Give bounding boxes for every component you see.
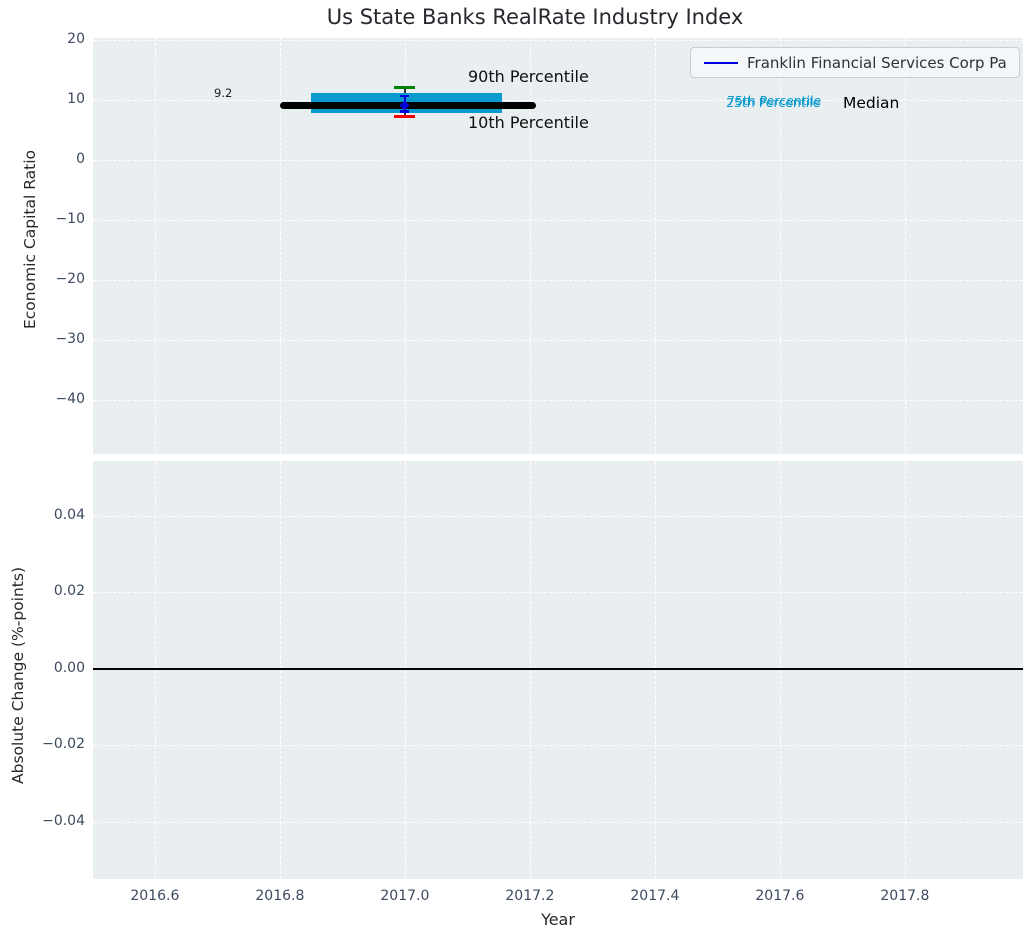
top-axes (93, 38, 1023, 454)
gridline-vertical (154, 461, 156, 879)
gridline-horizontal (93, 400, 1023, 402)
p90-cap (394, 86, 416, 90)
gridline-vertical (654, 38, 656, 454)
y-tick-label: −0.02 (42, 736, 85, 753)
x-tick-label: 2016.6 (130, 888, 180, 904)
zero-line (93, 667, 1023, 670)
gridline-vertical (404, 38, 406, 454)
chart-title: Us State Banks RealRate Industry Index (326, 5, 744, 29)
bottom-axes (93, 461, 1023, 879)
gridline-vertical (779, 38, 781, 454)
legend-line-sample (704, 61, 738, 64)
gridline-vertical (529, 461, 531, 879)
p25-label: 25th Percentile (726, 95, 821, 110)
x-axis-label: Year (541, 910, 575, 929)
gridline-horizontal (93, 160, 1023, 162)
p10-label: 10th Percentile (468, 113, 589, 132)
y-tick-label: 10 (67, 91, 85, 108)
x-tick-label: 2017.8 (880, 888, 930, 904)
y-tick-label: 0.02 (53, 583, 85, 600)
top-y-axis-label: Economic Capital Ratio (21, 150, 39, 330)
gridline-vertical (779, 461, 781, 879)
gridline-vertical (279, 461, 281, 879)
gridline-horizontal (93, 745, 1023, 747)
legend-label: Franklin Financial Services Corp Pa (747, 53, 1007, 72)
x-tick-label: 2016.8 (255, 888, 305, 904)
gridline-vertical (904, 461, 906, 879)
y-tick-label: 20 (67, 31, 85, 48)
gridline-horizontal (93, 280, 1023, 282)
median-label: Median (843, 94, 900, 112)
gridline-horizontal (93, 40, 1023, 42)
gridline-horizontal (93, 592, 1023, 594)
x-tick-label: 2017.6 (755, 888, 805, 904)
gridline-vertical (904, 38, 906, 454)
y-tick-label: −40 (55, 391, 85, 408)
gridline-horizontal (93, 821, 1023, 823)
p10-cap (394, 114, 416, 118)
y-tick-label: −0.04 (42, 812, 85, 829)
company-errorbar-cap-bottom (400, 110, 410, 113)
gridline-vertical (154, 38, 156, 454)
legend: Franklin Financial Services Corp Pa (690, 47, 1020, 78)
company-errorbar-cap-top (400, 94, 410, 98)
gridline-vertical (404, 461, 406, 879)
gridline-vertical (279, 38, 281, 454)
gridline-horizontal (93, 340, 1023, 342)
y-tick-label: 0.04 (53, 507, 85, 524)
p75-label: 75th Percentile (727, 93, 822, 108)
p90-label: 90th Percentile (468, 67, 589, 86)
x-tick-label: 2017.2 (505, 888, 555, 904)
x-tick-label: 2017.4 (630, 888, 680, 904)
gridline-horizontal (93, 100, 1023, 102)
x-tick-label: 2017.0 (380, 888, 430, 904)
median-value-label: 9.2 (214, 86, 233, 100)
gridline-vertical (654, 461, 656, 879)
gridline-vertical (529, 38, 531, 454)
y-tick-label: −10 (55, 211, 85, 228)
y-tick-label: 0 (76, 151, 85, 168)
gridline-horizontal (93, 220, 1023, 222)
y-tick-label: −20 (55, 271, 85, 288)
gridline-horizontal (93, 516, 1023, 518)
y-tick-label: −30 (55, 331, 85, 348)
y-tick-label: 0.00 (53, 659, 85, 676)
